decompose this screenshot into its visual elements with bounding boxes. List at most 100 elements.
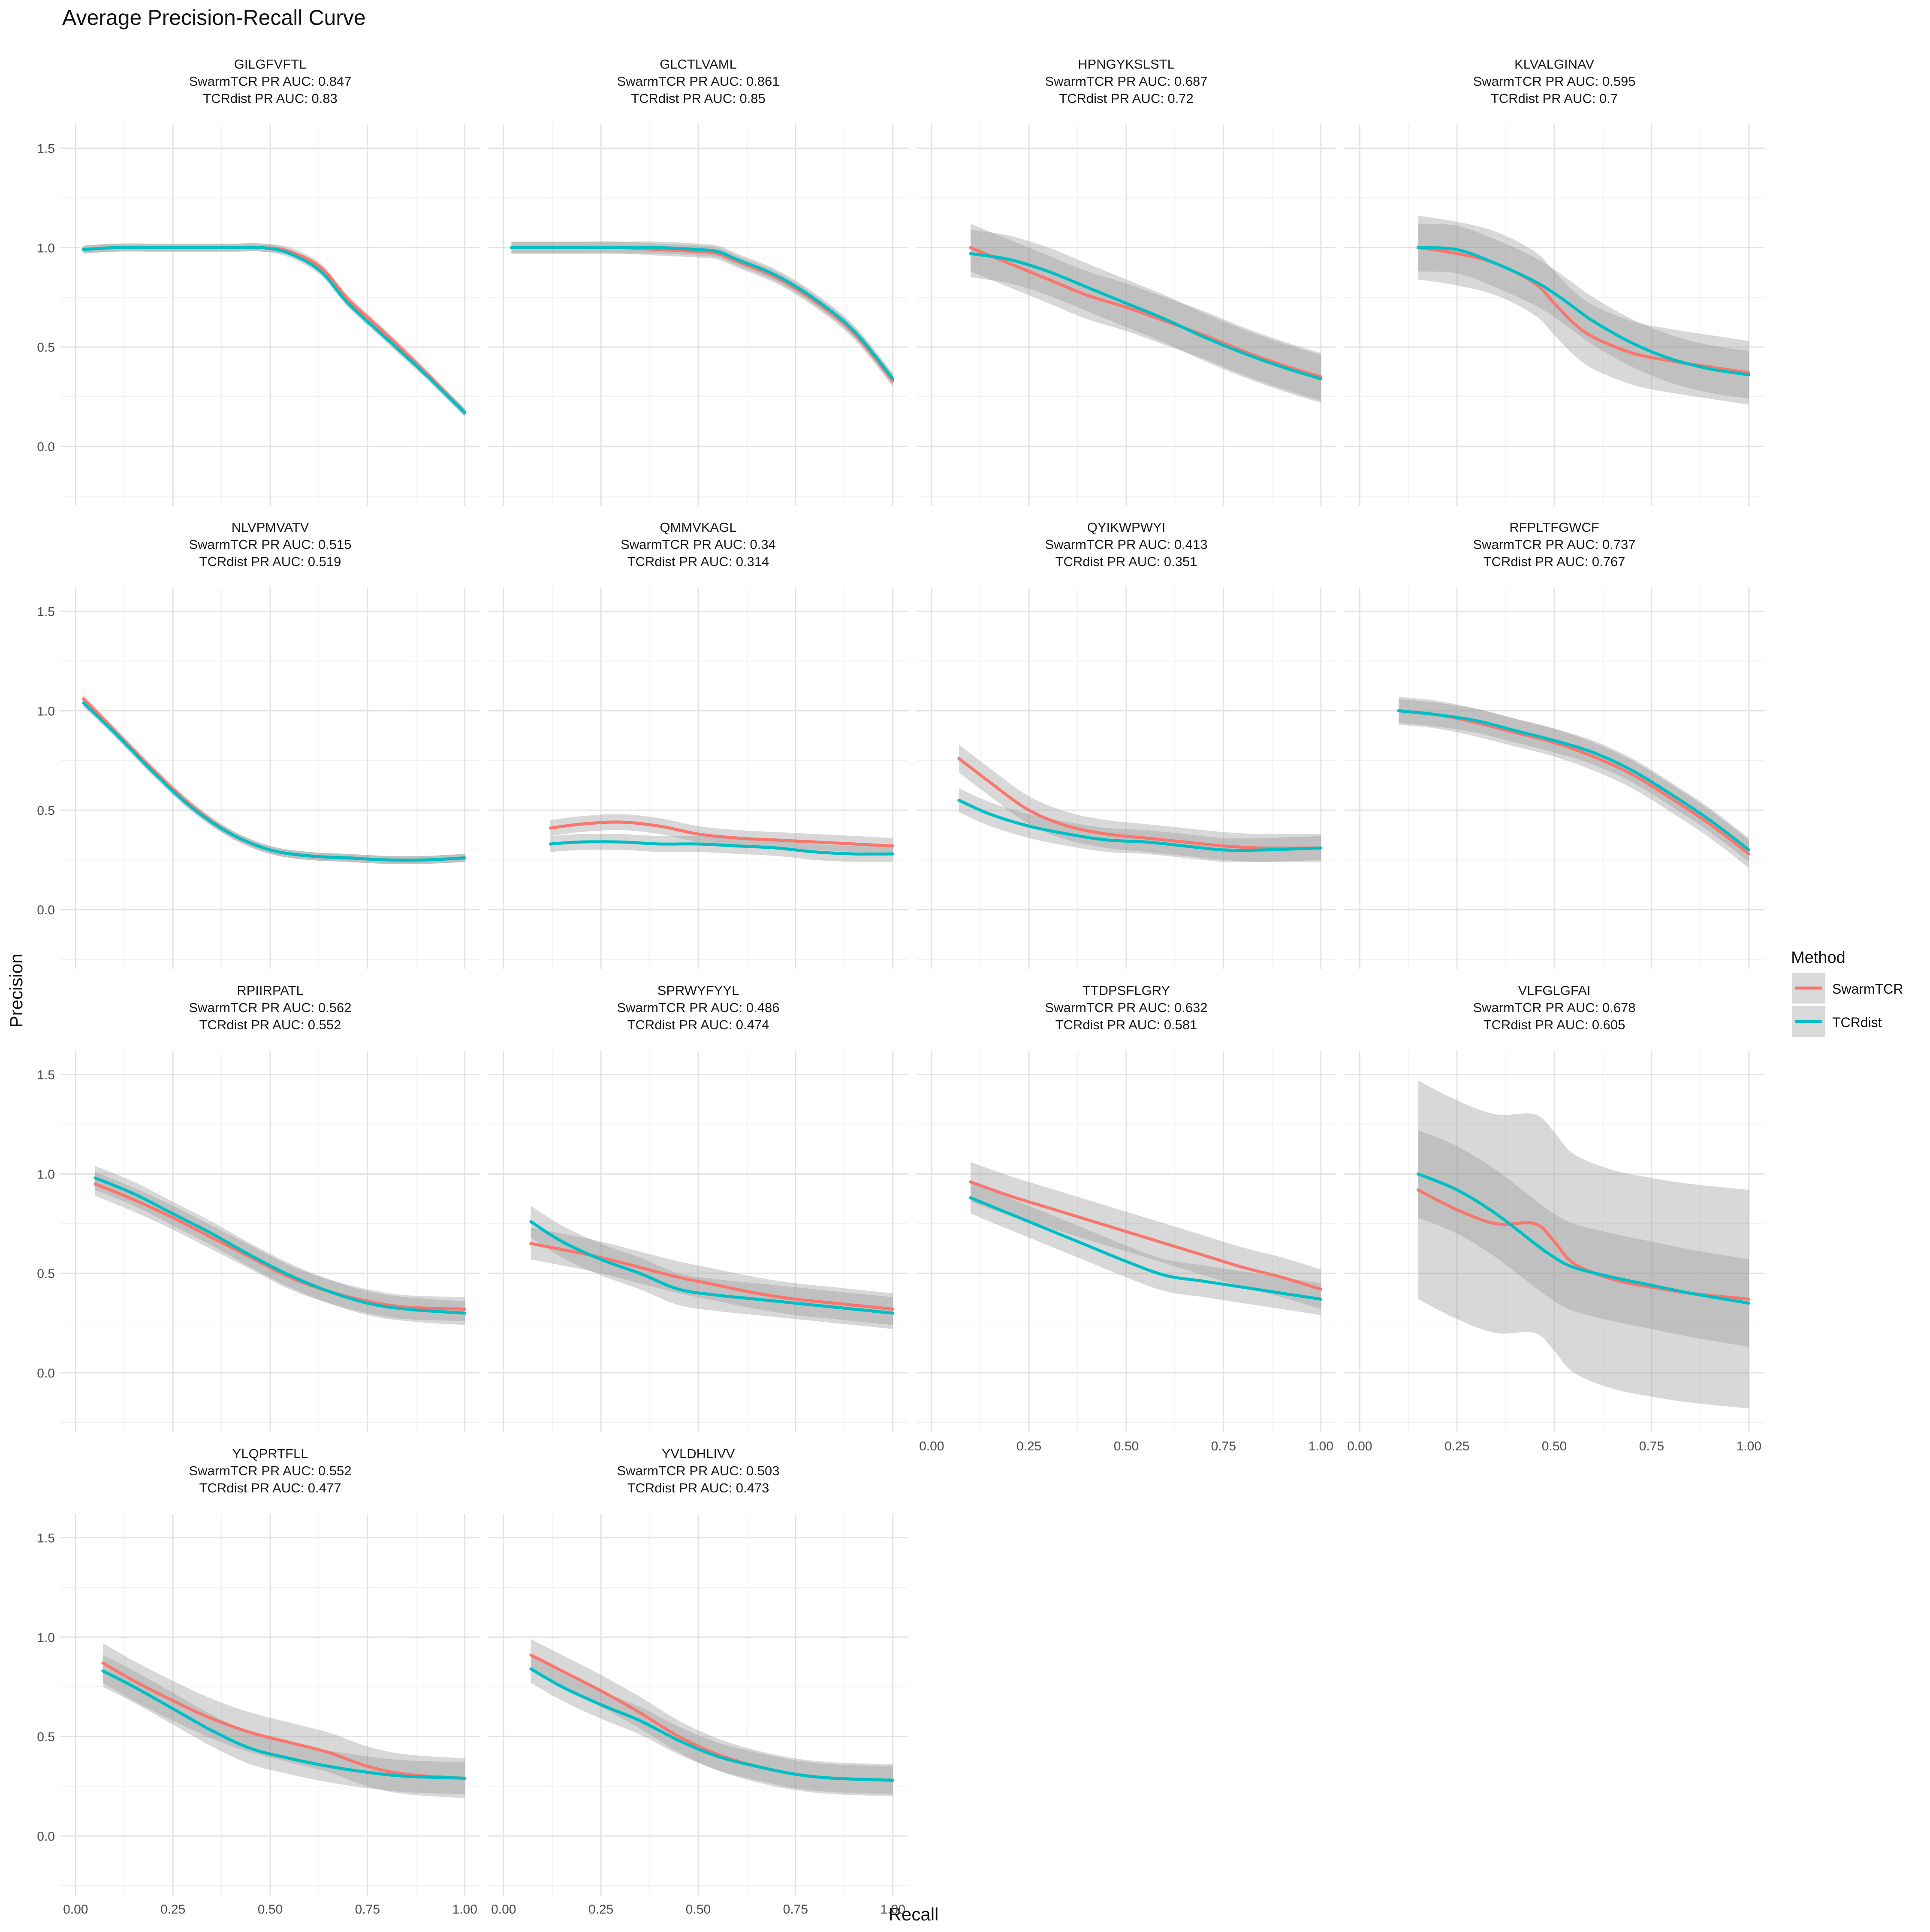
swarmtcr-line	[93, 1182, 467, 1311]
swarmtcr-line	[81, 697, 467, 862]
tcrdist-line	[81, 701, 467, 862]
x-tick-label: 0.00	[1347, 1439, 1372, 1453]
legend: Method SwarmTCR TCRdist	[1791, 949, 1903, 1037]
tcrdist-line	[969, 252, 1323, 380]
facet-panel-rfpltfgwcf: RFPLTFGWCF SwarmTCR PR AUC: 0.737 TCRdist …	[1344, 520, 1764, 969]
panels: GILGFVFTL SwarmTCR PR AUC: 0.847 TCRdist P…	[37, 57, 1764, 1917]
tcrdist-ribbon	[103, 1655, 465, 1794]
facet-title: GLCTLVAML	[660, 57, 737, 72]
facet-swarm-auc: SwarmTCR PR AUC: 0.413	[1045, 537, 1208, 552]
tcrdist-line	[1397, 709, 1751, 852]
tcrdist-line	[957, 799, 1323, 852]
swarmtcr-line	[1397, 709, 1751, 856]
facet-swarm-auc: SwarmTCR PR AUC: 0.737	[1473, 537, 1636, 552]
facet-tcrdist-auc: TCRdist PR AUC: 0.767	[1484, 554, 1625, 569]
tcrdist-ribbon	[95, 1166, 465, 1325]
facet-title: KLVALGINAV	[1514, 57, 1594, 72]
tcrdist-line	[81, 245, 467, 414]
facet-panel-ylqprtfll: YLQPRTFLL SwarmTCR PR AUC: 0.552 TCRdist P…	[37, 1446, 480, 1917]
facet-tcrdist-auc: TCRdist PR AUC: 0.473	[627, 1480, 769, 1495]
x-tick-label: 0.25	[1444, 1439, 1469, 1453]
tcrdist-ribbon	[959, 788, 1321, 862]
facet-tcrdist-auc: TCRdist PR AUC: 0.72	[1059, 91, 1194, 106]
legend-item-tcrdist: TCRdist	[1832, 1015, 1882, 1030]
swarmtcr-ribbon	[959, 744, 1321, 862]
y-tick-label: 0.5	[37, 804, 55, 818]
tcrdist-line	[1416, 246, 1751, 377]
facet-swarm-auc: SwarmTCR PR AUC: 0.678	[1473, 1000, 1636, 1015]
x-tick-label: 1.00	[1737, 1439, 1761, 1453]
tcrdist-line	[510, 246, 895, 380]
facet-panel-sprwyfyyl: SPRWYFYYL SwarmTCR PR AUC: 0.486 TCRdist P…	[488, 983, 908, 1432]
tcrdist-ribbon	[1418, 1130, 1749, 1347]
y-tick-label: 0.5	[37, 1730, 55, 1744]
facet-swarm-auc: SwarmTCR PR AUC: 0.562	[189, 1000, 352, 1015]
swarmtcr-ribbon	[1418, 1080, 1749, 1409]
x-axis-label: Recall	[889, 1904, 939, 1924]
x-tick-label: 0.50	[258, 1902, 283, 1917]
y-tick-label: 1.0	[37, 1631, 55, 1645]
y-tick-label: 1.5	[37, 605, 55, 619]
y-tick-label: 1.5	[37, 1068, 55, 1082]
tcrdist-ribbon	[550, 834, 893, 862]
x-tick-label: 0.25	[588, 1902, 613, 1917]
x-tick-label: 0.50	[1114, 1439, 1139, 1453]
facet-panel-klvalginav: KLVALGINAV SwarmTCR PR AUC: 0.595 TCRdist …	[1344, 57, 1764, 506]
y-tick-label: 0.0	[37, 440, 55, 454]
facet-swarm-auc: SwarmTCR PR AUC: 0.515	[189, 537, 352, 552]
facet-panel-glctlvaml: GLCTLVAML SwarmTCR PR AUC: 0.861 TCRdist P…	[488, 57, 908, 506]
facet-title: SPRWYFYYL	[657, 983, 739, 998]
swarmtcr-line	[969, 1180, 1323, 1291]
facet-swarm-auc: SwarmTCR PR AUC: 0.486	[617, 1000, 780, 1015]
facet-swarm-auc: SwarmTCR PR AUC: 0.861	[617, 74, 780, 89]
facet-panel-hpngykslstl: HPNGYKSLSTL SwarmTCR PR AUC: 0.687 TCRdist…	[916, 57, 1336, 506]
facet-swarm-auc: SwarmTCR PR AUC: 0.687	[1045, 74, 1208, 89]
facet-title: TTDPSFLGRY	[1083, 983, 1170, 998]
facet-swarm-auc: SwarmTCR PR AUC: 0.552	[189, 1463, 352, 1478]
tcrdist-ribbon	[83, 243, 465, 417]
swarmtcr-ribbon	[971, 1162, 1321, 1309]
swarmtcr-ribbon	[83, 695, 465, 864]
x-tick-label: 0.25	[1016, 1439, 1041, 1453]
facet-panel-qyikwpwyi: QYIKWPWYI SwarmTCR PR AUC: 0.413 TCRdist P…	[916, 520, 1336, 969]
y-axis-label: Precision	[6, 954, 26, 1028]
x-tick-label: 0.75	[1211, 1439, 1236, 1453]
tcrdist-ribbon	[1399, 699, 1749, 862]
y-tick-label: 0.0	[37, 1366, 55, 1380]
legend-item-swarm: SwarmTCR	[1832, 981, 1903, 997]
facet-panel-vlfglgfai: VLFGLGFAI SwarmTCR PR AUC: 0.678 TCRdist P…	[1344, 983, 1764, 1453]
tcrdist-line	[549, 840, 895, 856]
swarmtcr-line	[101, 1661, 467, 1780]
facet-title: HPNGYKSLSTL	[1078, 57, 1175, 72]
y-tick-label: 0.0	[37, 1830, 55, 1844]
x-tick-label: 0.75	[1639, 1439, 1664, 1453]
tcrdist-line	[1416, 1172, 1751, 1305]
facet-title: RPIIRPATL	[237, 983, 304, 998]
swarmtcr-ribbon	[103, 1643, 465, 1798]
facet-panel-nlvpmvatv: NLVPMVATV SwarmTCR PR AUC: 0.515 TCRdist P…	[37, 520, 480, 969]
facet-tcrdist-auc: TCRdist PR AUC: 0.85	[631, 91, 766, 106]
x-tick-label: 0.75	[355, 1902, 380, 1917]
y-tick-label: 1.0	[37, 1167, 55, 1182]
tcrdist-line	[969, 1196, 1323, 1301]
facet-tcrdist-auc: TCRdist PR AUC: 0.474	[627, 1017, 769, 1032]
facet-tcrdist-auc: TCRdist PR AUC: 0.552	[199, 1017, 341, 1032]
y-tick-label: 0.0	[37, 903, 55, 917]
tcrdist-ribbon	[971, 1182, 1321, 1315]
y-tick-label: 0.5	[37, 341, 55, 355]
facet-tcrdist-auc: TCRdist PR AUC: 0.314	[627, 554, 769, 569]
swarmtcr-line	[549, 820, 895, 848]
x-tick-label: 0.00	[919, 1439, 944, 1453]
facet-swarm-auc: SwarmTCR PR AUC: 0.34	[621, 537, 776, 552]
facet-tcrdist-auc: TCRdist PR AUC: 0.83	[203, 91, 338, 106]
x-tick-label: 1.00	[1309, 1439, 1333, 1453]
swarmtcr-line	[957, 757, 1323, 850]
y-tick-label: 1.0	[37, 241, 55, 255]
facet-title: YVLDHLIVV	[662, 1446, 735, 1461]
tcrdist-line	[529, 1667, 895, 1782]
y-tick-label: 1.0	[37, 704, 55, 718]
tcrdist-line	[93, 1176, 467, 1315]
swarmtcr-line	[81, 246, 467, 414]
swarmtcr-line	[969, 246, 1323, 379]
